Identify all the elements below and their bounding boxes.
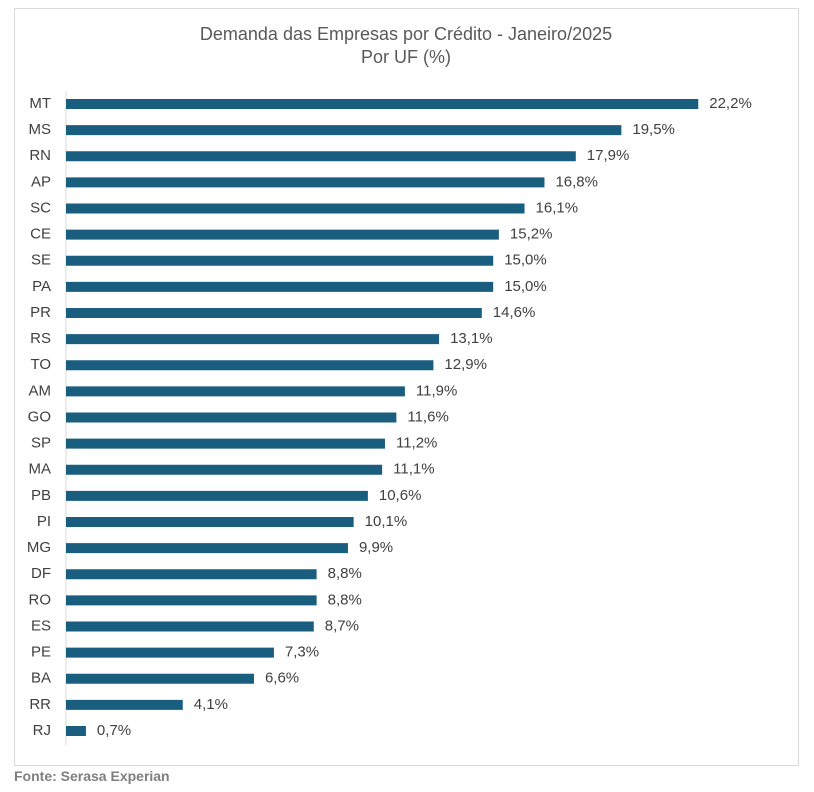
bar-ma — [66, 464, 383, 475]
bar-ce — [66, 229, 499, 240]
category-label: AP — [31, 173, 51, 190]
value-label: 8,7% — [325, 617, 359, 634]
category-label: MS — [29, 121, 52, 138]
chart-title: Demanda das Empresas por Crédito - Janei… — [200, 24, 612, 44]
category-label: RJ — [33, 722, 51, 739]
category-label: SP — [31, 435, 51, 452]
chart-frame — [14, 8, 799, 766]
category-label: SC — [30, 199, 51, 216]
bar-pa — [66, 281, 494, 292]
value-label: 10,6% — [379, 487, 422, 504]
source-footer: Fonte: Serasa Experian — [14, 768, 170, 784]
bar-ms — [66, 125, 622, 136]
value-label: 9,9% — [359, 539, 393, 556]
bar-df — [66, 569, 317, 580]
category-label: PA — [32, 278, 51, 295]
category-label: RN — [29, 147, 51, 164]
bar-am — [66, 386, 405, 397]
category-label: PE — [31, 644, 51, 661]
bar-rn — [66, 151, 576, 162]
bar-pr — [66, 308, 482, 318]
bar-rj — [66, 726, 86, 736]
bar-pi — [66, 517, 354, 527]
value-label: 14,6% — [493, 304, 536, 321]
category-label: PI — [37, 513, 51, 530]
value-label: 22,2% — [709, 95, 752, 112]
bar-ba — [66, 673, 254, 684]
category-label: MG — [27, 539, 51, 556]
value-label: 11,9% — [416, 382, 457, 399]
bar-mg — [66, 543, 348, 554]
category-label: RR — [29, 696, 51, 713]
value-label: 15,2% — [510, 226, 553, 243]
category-label: DF — [31, 565, 51, 582]
bar-go — [66, 412, 397, 423]
bar-mt — [66, 99, 699, 109]
value-label: 8,8% — [328, 591, 362, 608]
category-label: BA — [31, 670, 51, 687]
value-label: 16,8% — [555, 173, 598, 190]
value-label: 6,6% — [265, 670, 299, 687]
value-label: 19,5% — [632, 121, 675, 138]
value-label: 15,0% — [504, 252, 547, 269]
category-label: AM — [29, 382, 52, 399]
category-label: RS — [30, 330, 51, 347]
chart-subtitle: Por UF (%) — [361, 47, 451, 67]
bar-pb — [66, 490, 368, 501]
bar-rs — [66, 334, 440, 345]
category-label: MT — [29, 95, 51, 112]
value-label: 7,3% — [285, 644, 319, 661]
value-label: 15,0% — [504, 278, 547, 295]
category-label: GO — [28, 408, 51, 425]
category-label: MA — [29, 461, 52, 478]
value-label: 17,9% — [587, 147, 630, 164]
bar-sp — [66, 438, 385, 449]
category-label: PR — [30, 304, 51, 321]
bar-pe — [66, 647, 274, 658]
value-label: 10,1% — [365, 513, 408, 530]
value-label: 11,1% — [393, 461, 434, 478]
value-label: 13,1% — [450, 330, 493, 347]
bar-ap — [66, 177, 545, 188]
category-label: RO — [29, 591, 52, 608]
value-label: 4,1% — [194, 696, 228, 713]
value-label: 8,8% — [328, 565, 362, 582]
value-label: 11,2% — [396, 435, 437, 452]
category-label: PB — [31, 487, 51, 504]
value-label: 11,6% — [407, 408, 448, 425]
value-label: 12,9% — [444, 356, 487, 373]
bar-sc — [66, 203, 525, 214]
bar-to — [66, 360, 434, 371]
bar-ro — [66, 595, 317, 606]
value-label: 16,1% — [536, 199, 579, 216]
bars-group: MT 22,2% MS 19,5% RN 17,9% AP 16,8% SC 16,1% CE 15,… — [27, 95, 752, 739]
category-label: SE — [31, 252, 51, 269]
category-label: ES — [31, 617, 51, 634]
category-label: CE — [30, 226, 51, 243]
category-label: TO — [30, 356, 51, 373]
value-label: 0,7% — [97, 722, 131, 739]
bar-se — [66, 255, 494, 266]
bar-rr — [66, 699, 183, 710]
bar-es — [66, 621, 314, 632]
